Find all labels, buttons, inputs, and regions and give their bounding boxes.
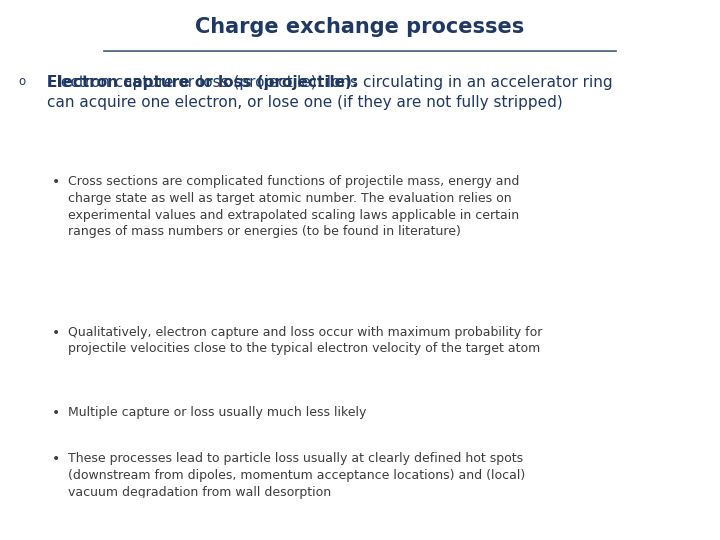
Text: Beam Dynamics meets Vacuum et al.: Beam Dynamics meets Vacuum et al. xyxy=(432,508,627,518)
Text: These processes lead to particle loss usually at clearly defined hot spots
(down: These processes lead to particle loss us… xyxy=(68,452,526,498)
Text: •: • xyxy=(52,452,60,466)
Text: •: • xyxy=(52,406,60,420)
Text: Multiple capture or loss usually much less likely: Multiple capture or loss usually much le… xyxy=(68,406,366,419)
Text: •: • xyxy=(52,175,60,189)
Text: Electron capture or loss (projectile):: Electron capture or loss (projectile): xyxy=(47,76,358,90)
Text: •: • xyxy=(52,326,60,340)
Text: o: o xyxy=(18,76,25,89)
Text: Charge exchange processes: Charge exchange processes xyxy=(195,17,525,37)
Text: Qualitatively, electron capture and loss occur with maximum probability for
proj: Qualitatively, electron capture and loss… xyxy=(68,326,543,355)
Text: 16: 16 xyxy=(673,508,687,518)
Text: Cross sections are complicated functions of projectile mass, energy and
charge s: Cross sections are complicated functions… xyxy=(68,175,520,238)
Text: Electron capture or loss (projectile): Ions circulating in an accelerator ring
c: Electron capture or loss (projectile): I… xyxy=(47,76,613,110)
Text: CERN: CERN xyxy=(30,506,49,511)
